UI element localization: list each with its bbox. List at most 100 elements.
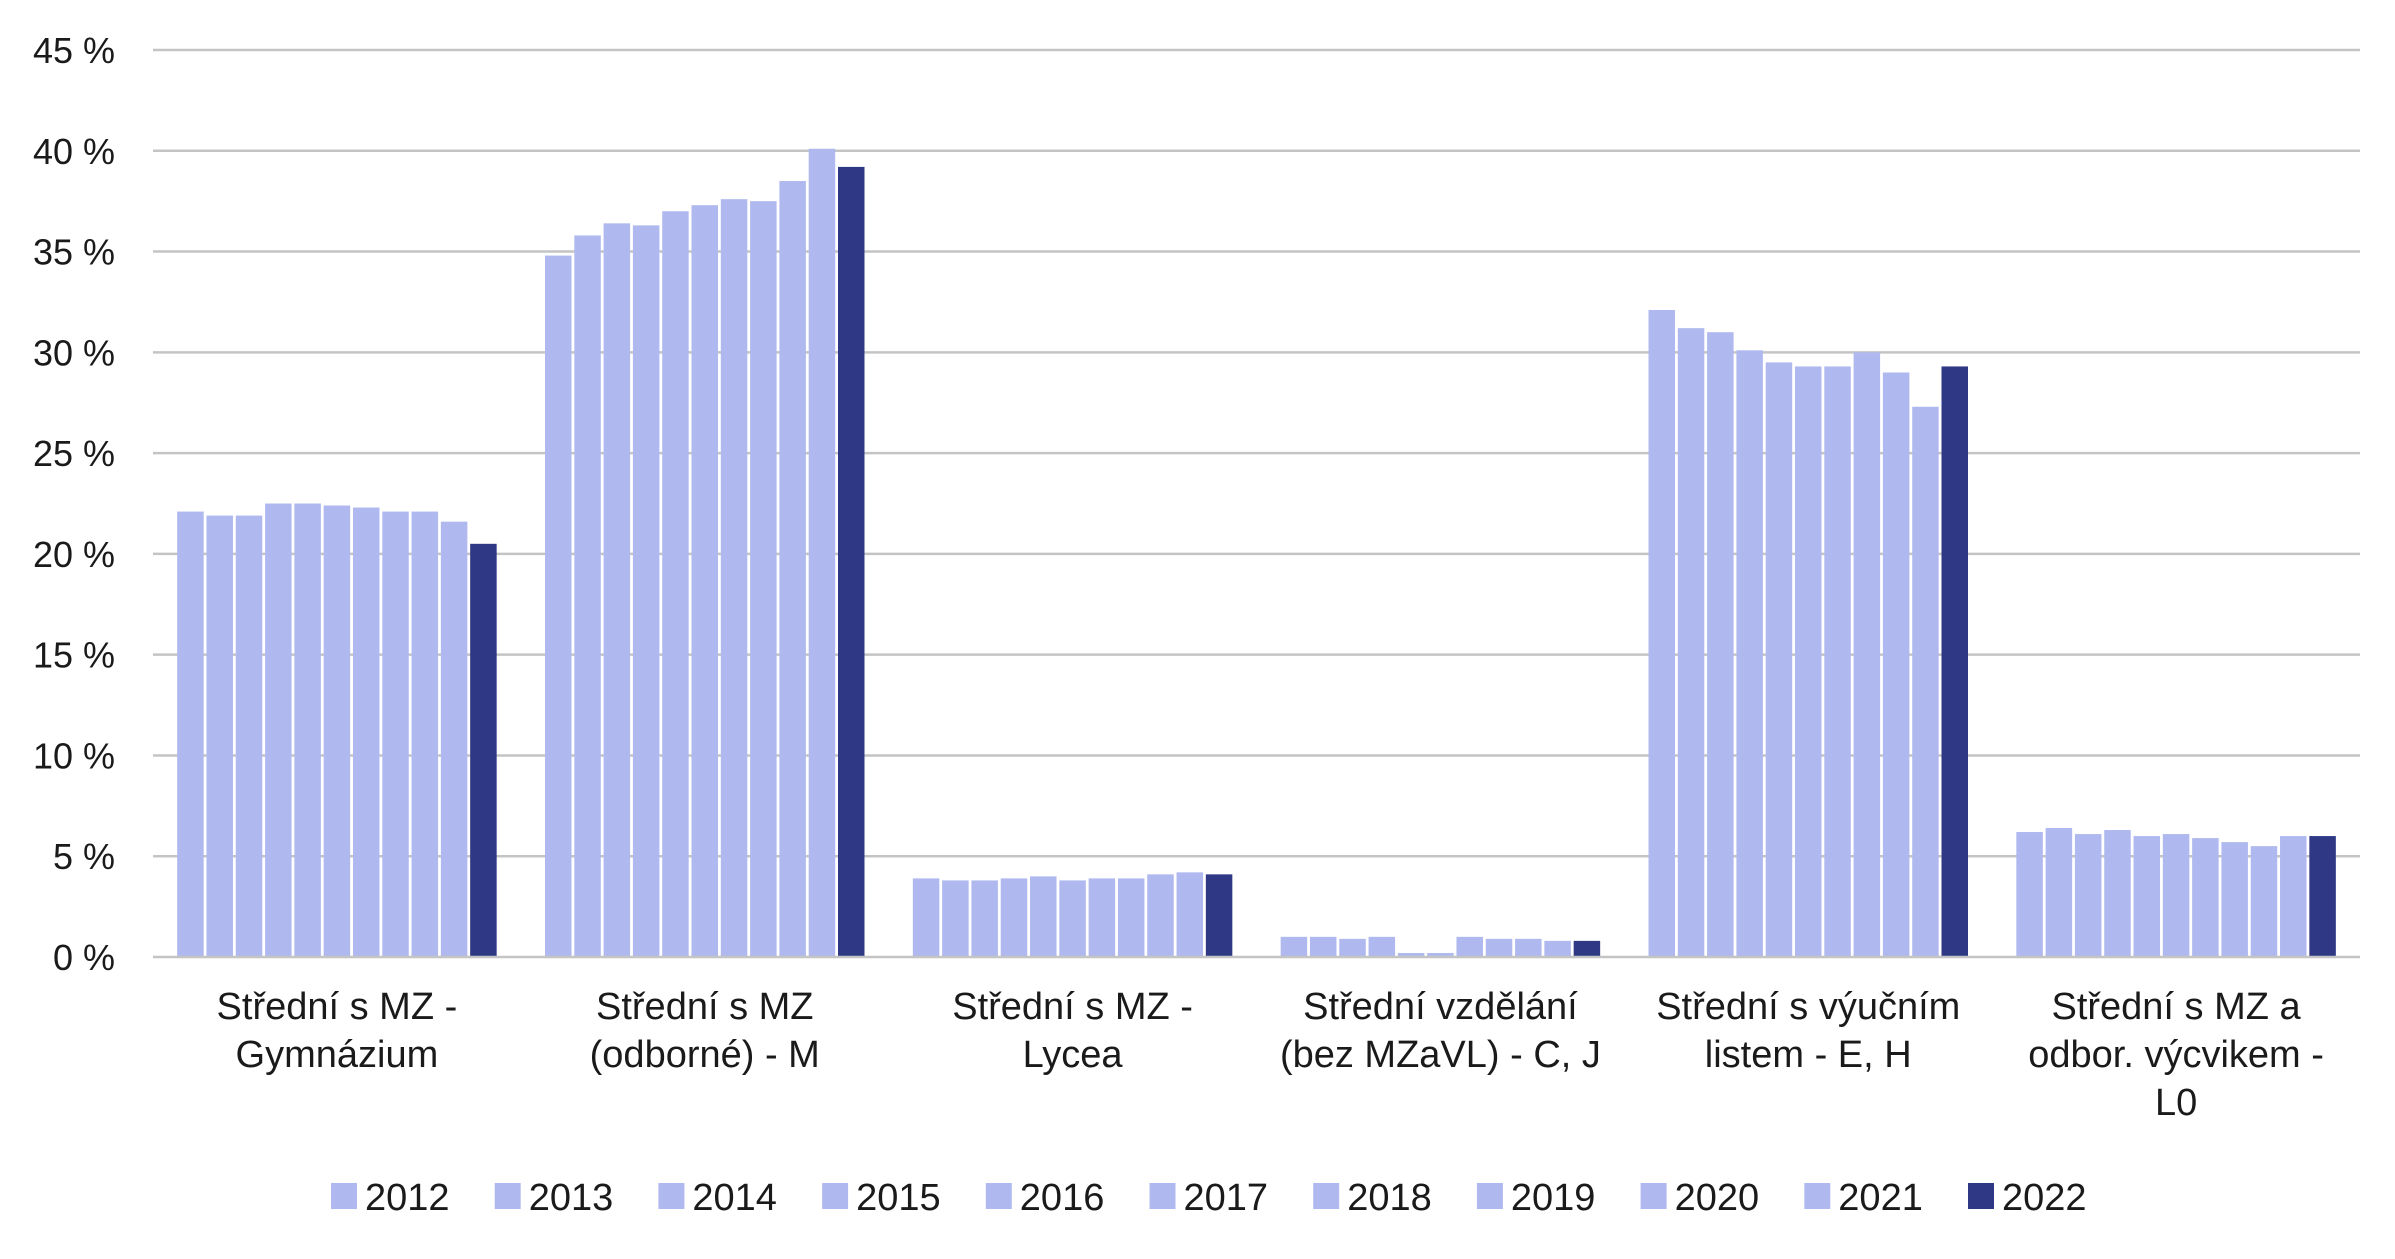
bar-2016: [1030, 876, 1057, 957]
bar-2019: [1485, 938, 1513, 957]
legend-swatch: [1968, 1183, 1994, 1209]
legend-label: 2015: [856, 1177, 941, 1219]
bar-2021: [808, 148, 836, 958]
bar-2016: [1397, 952, 1425, 957]
bar-2019: [1853, 352, 1881, 957]
legend-item-2016: 2016: [985, 1177, 1105, 1219]
bar-2019: [2221, 842, 2248, 957]
y-tick-label: 5 %: [53, 836, 115, 877]
bar-2013: [1309, 936, 1337, 957]
bar-2018: [1088, 878, 1116, 957]
legend-item-2021: 2021: [1804, 1177, 1923, 1219]
bar-2019: [1117, 878, 1145, 957]
bar-2013: [942, 880, 969, 957]
bar-2022: [470, 543, 497, 957]
bar-2020: [1147, 874, 1174, 957]
y-tick-label: 40 %: [33, 131, 115, 172]
legend-swatch: [985, 1183, 1012, 1209]
bar-2012: [912, 878, 940, 957]
category-label: Střední s MZ a odbor. výcvikem -L0: [2028, 986, 2324, 1124]
bar-2021: [1912, 406, 1939, 958]
bar-2013: [574, 235, 601, 958]
legend-swatch: [1313, 1183, 1340, 1209]
category-label: Střední s výučním listem - E, H: [1656, 986, 1960, 1076]
legend-label: 2017: [1184, 1177, 1269, 1219]
legend-swatch: [1640, 1183, 1667, 1209]
bar-2012: [177, 511, 204, 957]
y-tick-label: 30 %: [33, 332, 115, 373]
legend-label: 2022: [2002, 1177, 2087, 1219]
bar-2013: [2045, 828, 2073, 957]
legend-label: 2016: [1020, 1177, 1105, 1219]
legend-item-2018: 2018: [1313, 1177, 1432, 1219]
bar-2022: [1573, 940, 1601, 957]
bar-2015: [632, 225, 660, 957]
bar-2020: [411, 511, 439, 957]
bar-2017: [2162, 834, 2190, 957]
y-tick-label: 15 %: [33, 635, 115, 676]
bar-2017: [691, 205, 718, 958]
legend-swatch: [494, 1183, 521, 1209]
bar-2013: [1677, 328, 1705, 957]
bar-2015: [1736, 350, 1763, 958]
bar-2012: [1280, 936, 1308, 957]
legend-item-2015: 2015: [822, 1177, 941, 1219]
bar-2021: [2280, 836, 2307, 957]
bar-2014: [1339, 938, 1366, 957]
legend-item-2017: 2017: [1149, 1177, 1269, 1219]
bar-2018: [1456, 936, 1483, 957]
category-label: Střední s MZ -Gymnázium: [217, 986, 458, 1076]
bar-2012: [1648, 310, 1675, 957]
bar-2015: [2104, 830, 2131, 957]
bar-2013: [206, 515, 233, 957]
bar-2015: [1368, 936, 1396, 957]
bar-2012: [2016, 832, 2043, 957]
bar-2016: [2133, 836, 2161, 957]
y-tick-label: 45 %: [33, 30, 115, 71]
bar-2017: [1427, 952, 1454, 957]
legend-swatch: [1149, 1183, 1176, 1209]
bar-2018: [1824, 366, 1851, 957]
bar-2014: [235, 515, 263, 957]
gridlines: [153, 48, 2360, 858]
legend-swatch: [331, 1183, 357, 1209]
legend-label: 2021: [1838, 1177, 1923, 1219]
bar-2022: [838, 166, 865, 957]
y-tick-label: 0 %: [53, 937, 115, 978]
bar-2019: [382, 511, 409, 957]
legend-swatch: [822, 1183, 849, 1209]
bar-2016: [662, 211, 689, 957]
legend-label: 2020: [1675, 1177, 1760, 1219]
legend-label: 2018: [1347, 1177, 1432, 1219]
bar-2021: [1176, 872, 1204, 957]
bars: [177, 148, 2336, 958]
bar-2018: [352, 507, 380, 957]
y-axis-tick-labels: 0 % 5 % 10 % 15 % 20 % 25 % 30 % 35 % 40 % 45 %: [33, 30, 115, 978]
legend-label: 2014: [692, 1177, 777, 1219]
bar-2020: [1882, 372, 1910, 957]
legend-item-2013: 2013: [494, 1177, 613, 1219]
category-label: Střední vzdělání (bez MZaVL) - C, J: [1280, 986, 1601, 1076]
bar-2022: [1941, 366, 1968, 957]
bar-2021: [440, 521, 468, 957]
legend-item-2012: 2012: [331, 1177, 450, 1219]
bar-2016: [294, 503, 321, 957]
bar-2014: [2074, 834, 2102, 957]
bar-2012: [545, 255, 572, 957]
legend: 2012 2013 2014 2015 2016 2017 2018 2019 2020 2021…: [331, 1177, 2087, 1219]
y-tick-label: 35 %: [33, 232, 115, 273]
legend-swatch: [1476, 1183, 1503, 1209]
bar-2020: [2250, 846, 2278, 957]
bar-2014: [603, 223, 631, 958]
bar-2017: [323, 505, 351, 957]
category-label: Střední s MZ (odborné) - M: [590, 986, 820, 1076]
bar-2015: [265, 503, 292, 957]
legend-item-2014: 2014: [658, 1177, 777, 1219]
category-label: Střední s MZ -Lycea: [952, 986, 1193, 1076]
bar-2021: [1544, 940, 1571, 957]
bar-2014: [1707, 332, 1734, 958]
bar-2014: [971, 880, 998, 957]
legend-swatch: [1804, 1183, 1831, 1209]
